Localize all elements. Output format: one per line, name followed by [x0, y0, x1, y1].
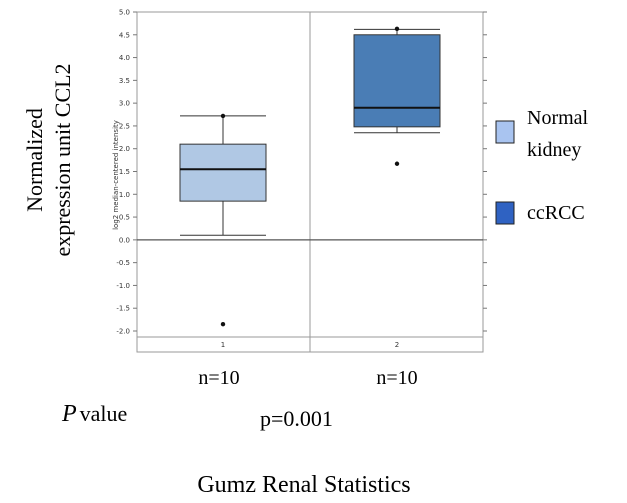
y-tick-label: 1.0: [119, 191, 130, 199]
y-axis: 5.0 4.5 4.0 3.5 3.0 2.5 2.0 1.5 1.0 0.5 0.0 -0.5 -1.…: [116, 9, 487, 336]
y-tick-label: -1.5: [116, 305, 130, 313]
y-tick-label: 1.5: [119, 168, 130, 176]
legend-swatch-normal-kidney: [495, 120, 515, 144]
n-label-ccrcc: n=10: [376, 367, 417, 389]
y-tick-label: 3.5: [119, 77, 130, 85]
chart-title: Gumz Renal Statistics: [197, 472, 410, 498]
y-tick-label: 5.0: [119, 9, 130, 17]
n-label-normal-kidney: n=10: [198, 367, 239, 389]
y-tick-label: 2.5: [119, 122, 130, 130]
outlier-point-normal-kidney: [220, 321, 226, 327]
y-tick-label: 2.0: [119, 145, 130, 153]
outlier-point-ccrcc: [394, 161, 400, 166]
box-normal-kidney: [179, 143, 267, 202]
box-series: [179, 26, 441, 327]
y-tick-label: 3.0: [119, 100, 130, 108]
inner-y-axis-label: log2 median-centered intensity: [112, 120, 120, 230]
y-axis-label-line2: expression unit CCL2: [50, 63, 75, 256]
x-tick-label: 1: [221, 341, 225, 349]
legend-label-normal-kidney-line2: kidney: [527, 139, 581, 161]
y-tick-label: -2.0: [116, 328, 130, 336]
y-tick-label: 4.5: [119, 31, 130, 39]
legend: Normal kidney ccRCC: [495, 107, 589, 225]
y-tick-label: 0.0: [119, 236, 130, 244]
p-value-word: value: [80, 401, 128, 426]
y-tick-label: 4.0: [119, 54, 130, 62]
p-italic: P: [61, 401, 77, 427]
outlier-point-ccrcc: [394, 26, 400, 32]
x-tick-label: 2: [395, 341, 399, 349]
p-value: p=0.001: [260, 406, 333, 431]
outlier-point-normal-kidney: [220, 113, 226, 119]
y-axis-label-line1: Normalized: [22, 108, 47, 212]
y-tick-label: -0.5: [116, 259, 130, 267]
legend-label-normal-kidney-line1: Normal: [527, 107, 589, 129]
y-tick-label: -1.0: [116, 282, 130, 290]
legend-label-ccrcc: ccRCC: [527, 202, 585, 224]
legend-swatch-ccrcc: [495, 201, 515, 225]
y-tick-label: 0.5: [119, 214, 130, 222]
box-ccrcc: [353, 34, 441, 128]
